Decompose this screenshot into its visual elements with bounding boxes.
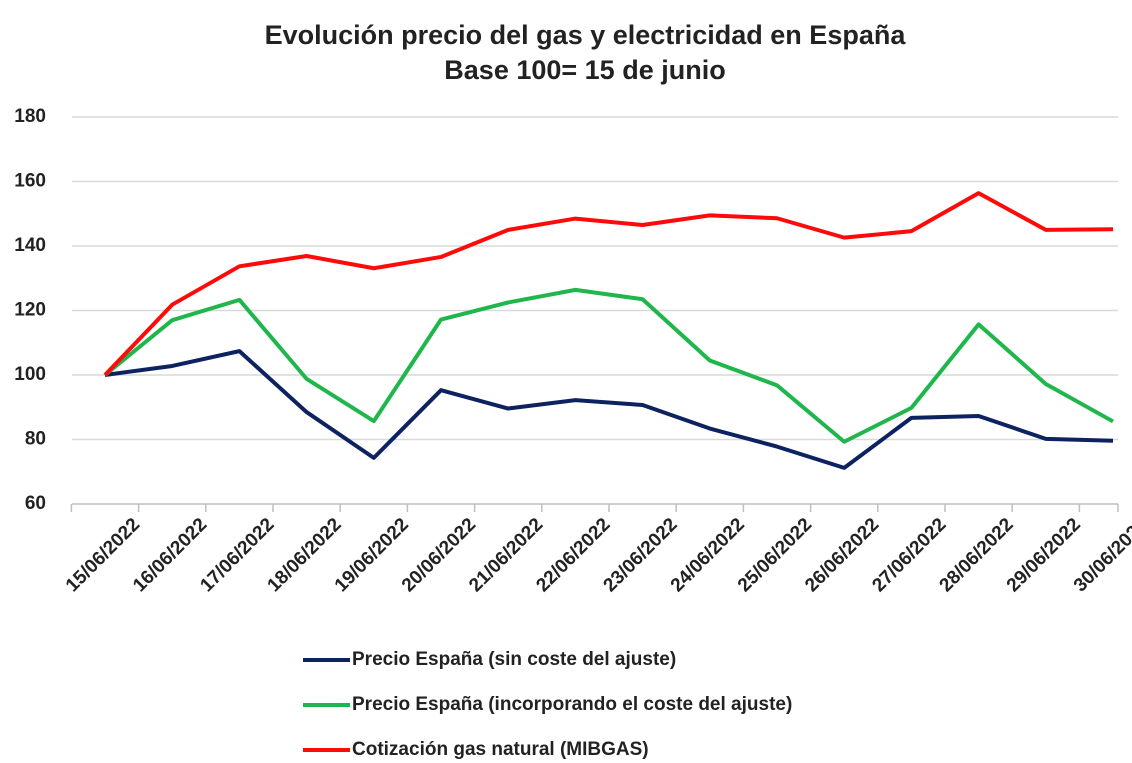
chart-subtitle: Base 100= 15 de junio <box>444 55 725 85</box>
y-tick-label: 160 <box>14 171 46 192</box>
y-tick-label: 100 <box>14 364 46 385</box>
y-tick-label: 180 <box>14 106 46 127</box>
y-tick-label: 80 <box>25 429 46 450</box>
y-tick-label: 140 <box>14 235 46 256</box>
series-line <box>103 287 1114 444</box>
series-line <box>103 191 1114 377</box>
y-tick-label: 60 <box>25 493 46 514</box>
legend-label: Precio España (sin coste del ajuste) <box>352 649 676 670</box>
series-line <box>104 349 1114 470</box>
y-tick-label: 120 <box>14 300 46 321</box>
chart-title: Evolución precio del gas y electricidad … <box>265 20 907 50</box>
legend-label: Precio España (incorporando el coste del… <box>352 694 792 715</box>
legend-label: Cotización gas natural (MIBGAS) <box>352 739 649 760</box>
